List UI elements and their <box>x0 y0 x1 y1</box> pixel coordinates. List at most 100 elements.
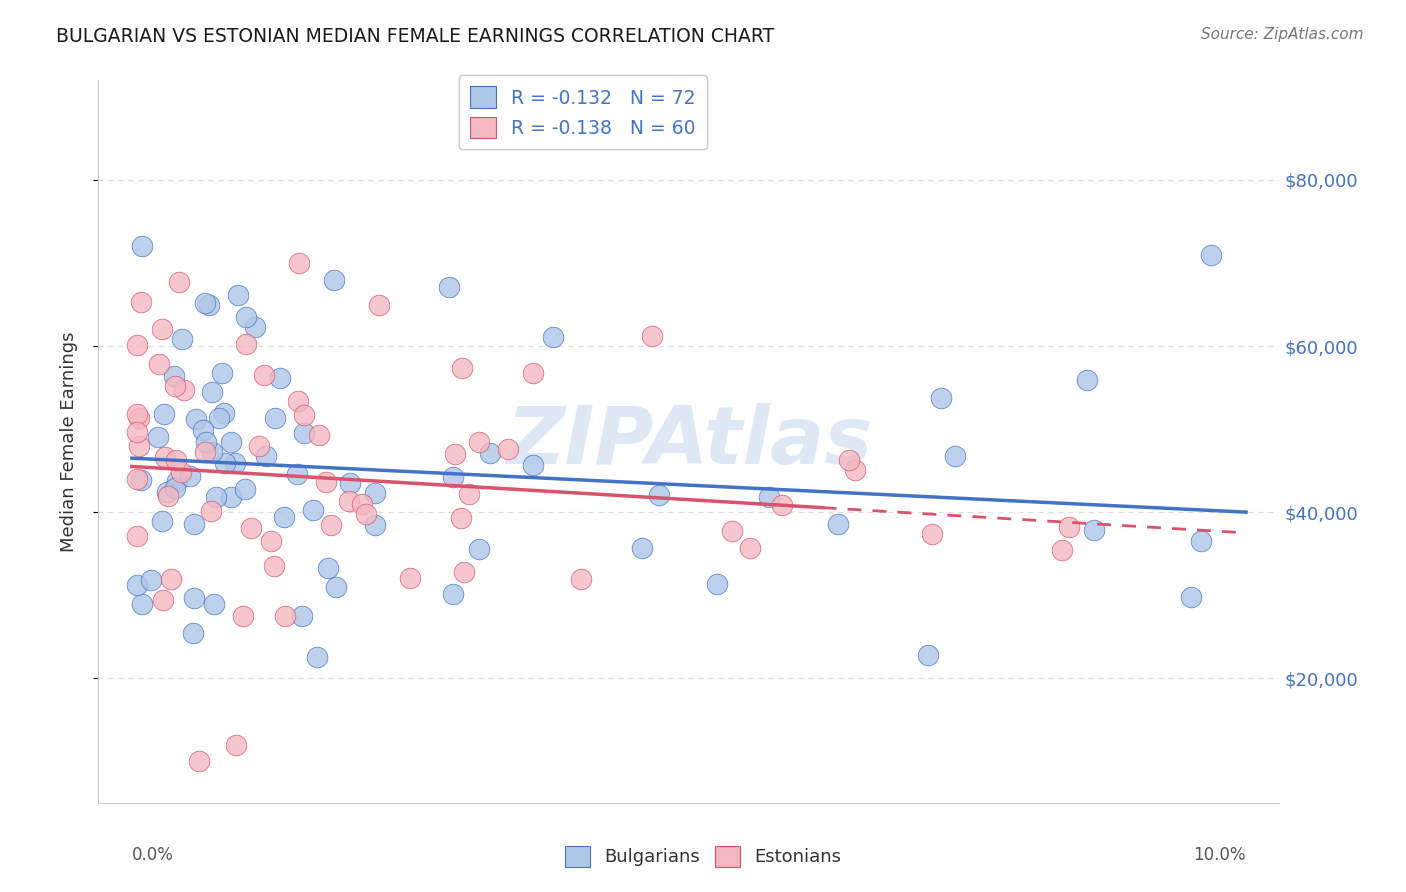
Point <box>451 361 474 376</box>
Point <box>200 504 222 518</box>
Point <box>354 507 377 521</box>
Point <box>292 408 315 422</box>
Point <box>468 435 491 450</box>
Point <box>194 445 217 459</box>
Point <box>917 648 939 662</box>
Point <box>457 486 479 500</box>
Point <box>367 298 389 312</box>
Point <box>127 578 149 592</box>
Point <box>127 338 149 352</box>
Point <box>1050 543 1073 558</box>
Point <box>163 379 186 393</box>
Point <box>339 475 361 490</box>
Point <box>541 330 564 344</box>
Point <box>194 296 217 310</box>
Point <box>259 534 281 549</box>
Legend: R = -0.132   N = 72, R = -0.138   N = 60: R = -0.132 N = 72, R = -0.138 N = 60 <box>458 75 707 150</box>
Point <box>173 383 195 397</box>
Point <box>640 329 662 343</box>
Point <box>127 528 149 542</box>
Point <box>205 490 228 504</box>
Point <box>285 467 308 482</box>
Point <box>631 541 654 556</box>
Point <box>571 572 593 586</box>
Text: 0.0%: 0.0% <box>132 847 174 864</box>
Point <box>129 473 152 487</box>
Point <box>235 310 257 324</box>
Point <box>264 411 287 425</box>
Point <box>721 524 744 539</box>
Point <box>202 597 225 611</box>
Point <box>444 447 467 461</box>
Point <box>364 486 387 500</box>
Point <box>399 571 422 585</box>
Point <box>183 591 205 606</box>
Point <box>316 560 339 574</box>
Point <box>1199 248 1222 262</box>
Point <box>931 392 953 406</box>
Point <box>156 489 179 503</box>
Point <box>288 256 311 270</box>
Point <box>172 332 194 346</box>
Point <box>219 490 242 504</box>
Point <box>152 593 174 607</box>
Point <box>170 465 193 479</box>
Point <box>148 430 170 444</box>
Point <box>478 446 501 460</box>
Point <box>253 368 276 383</box>
Point <box>441 470 464 484</box>
Point <box>273 510 295 524</box>
Point <box>152 514 174 528</box>
Point <box>352 498 374 512</box>
Point <box>758 490 780 504</box>
Y-axis label: Median Female Earnings: Median Female Earnings <box>59 331 77 552</box>
Point <box>321 517 343 532</box>
Point <box>225 738 247 752</box>
Point <box>129 294 152 309</box>
Point <box>1057 520 1080 534</box>
Point <box>219 434 242 449</box>
Point <box>243 320 266 334</box>
Point <box>195 435 218 450</box>
Point <box>740 541 762 555</box>
Point <box>921 527 943 541</box>
Point <box>308 427 330 442</box>
Point <box>150 322 173 336</box>
Point <box>198 297 221 311</box>
Point <box>233 483 256 497</box>
Point <box>214 456 236 470</box>
Point <box>706 577 728 591</box>
Point <box>269 371 291 385</box>
Point <box>522 366 544 380</box>
Point <box>181 625 204 640</box>
Point <box>201 444 224 458</box>
Point <box>191 423 214 437</box>
Point <box>1076 373 1098 387</box>
Point <box>301 503 323 517</box>
Point <box>127 407 149 421</box>
Point <box>169 275 191 289</box>
Point <box>770 499 793 513</box>
Point <box>153 407 176 421</box>
Point <box>224 456 246 470</box>
Point <box>153 450 176 465</box>
Point <box>441 587 464 601</box>
Point <box>201 385 224 400</box>
Point <box>232 609 254 624</box>
Point <box>184 412 207 426</box>
Point <box>247 439 270 453</box>
Point <box>156 485 179 500</box>
Point <box>291 609 314 624</box>
Point <box>496 442 519 457</box>
Point <box>131 598 153 612</box>
Point <box>450 511 472 525</box>
Point <box>183 516 205 531</box>
Point <box>165 453 187 467</box>
Point <box>274 609 297 624</box>
Point <box>127 425 149 439</box>
Text: BULGARIAN VS ESTONIAN MEDIAN FEMALE EARNINGS CORRELATION CHART: BULGARIAN VS ESTONIAN MEDIAN FEMALE EARN… <box>56 27 775 45</box>
Point <box>226 287 249 301</box>
Legend: Bulgarians, Estonians: Bulgarians, Estonians <box>557 838 849 874</box>
Point <box>1180 590 1202 604</box>
Point <box>325 580 347 594</box>
